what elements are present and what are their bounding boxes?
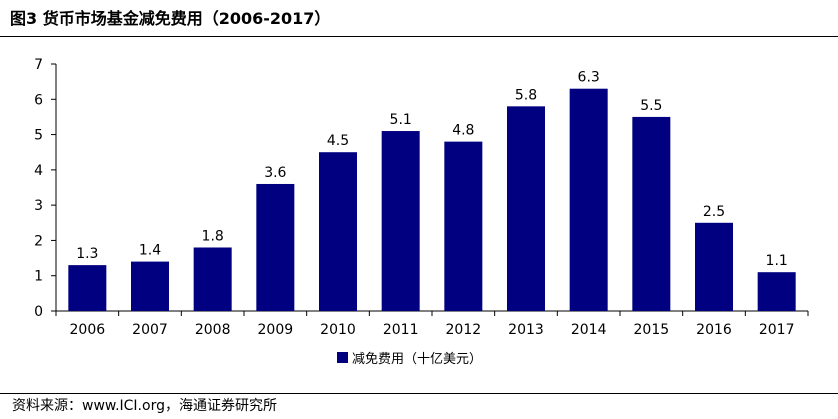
source-divider — [0, 393, 838, 394]
data-label-2014: 6.3 — [578, 70, 600, 86]
title-divider — [0, 36, 838, 37]
x-tick-label-2014: 2014 — [571, 322, 607, 338]
source-note: 资料来源：www.ICI.org，海通证券研究所 — [12, 398, 277, 414]
x-tick-label-2008: 2008 — [195, 322, 231, 338]
bar-2006 — [68, 265, 107, 311]
bar-2012 — [444, 141, 483, 311]
y-tick-label: 5 — [34, 128, 43, 144]
y-tick-label: 0 — [34, 304, 43, 320]
figure-title: 图3 货币市场基金减免费用（2006-2017） — [10, 9, 331, 28]
bar-2013 — [507, 106, 545, 311]
x-tick-label-2016: 2016 — [696, 322, 732, 338]
x-tick-label-2015: 2015 — [634, 322, 670, 338]
bar-2010 — [319, 152, 357, 311]
y-tick-label: 3 — [34, 198, 43, 214]
x-tick-label-2010: 2010 — [320, 322, 356, 338]
y-tick-label: 4 — [34, 163, 43, 179]
bar-2011 — [381, 131, 420, 311]
bar-2009 — [256, 183, 295, 311]
bar-2015 — [632, 116, 671, 312]
data-label-2013: 5.8 — [515, 87, 537, 103]
x-tick-label-2017: 2017 — [759, 322, 795, 338]
x-tick-label-2006: 2006 — [70, 322, 106, 338]
x-tick-label-2007: 2007 — [132, 322, 168, 338]
data-label-2009: 3.6 — [264, 165, 286, 181]
legend-swatch — [337, 352, 348, 363]
data-label-2012: 4.8 — [452, 123, 474, 139]
data-label-2006: 1.3 — [76, 246, 98, 262]
data-label-2011: 5.1 — [390, 112, 412, 128]
x-tick-label-2009: 2009 — [258, 322, 294, 338]
data-label-2007: 1.4 — [139, 243, 161, 259]
legend-label: 减免费用（十亿美元） — [352, 352, 482, 367]
data-label-2015: 5.5 — [640, 98, 662, 114]
bar-2017 — [757, 272, 796, 311]
bar-2008 — [193, 247, 232, 311]
y-tick-label: 2 — [34, 233, 43, 249]
data-label-2010: 4.5 — [327, 133, 349, 149]
y-tick-label: 7 — [34, 57, 43, 73]
x-tick-label-2011: 2011 — [383, 322, 419, 338]
y-tick-label: 1 — [34, 269, 43, 285]
bar-chart: 0 1 2 3 4 5 6 7 1.3 2006 1.4 2007 1.8 2008 3.6 2009 4.5 2… — [34, 57, 809, 367]
bar-2014 — [569, 88, 608, 311]
bar-2007 — [131, 261, 169, 311]
bar-2016 — [695, 222, 733, 311]
x-tick-label-2013: 2013 — [508, 322, 544, 338]
x-tick-label-2012: 2012 — [446, 322, 482, 338]
data-label-2008: 1.8 — [202, 228, 224, 244]
data-label-2016: 2.5 — [703, 204, 725, 220]
y-tick-label: 6 — [34, 92, 43, 108]
data-label-2017: 1.1 — [766, 253, 788, 269]
